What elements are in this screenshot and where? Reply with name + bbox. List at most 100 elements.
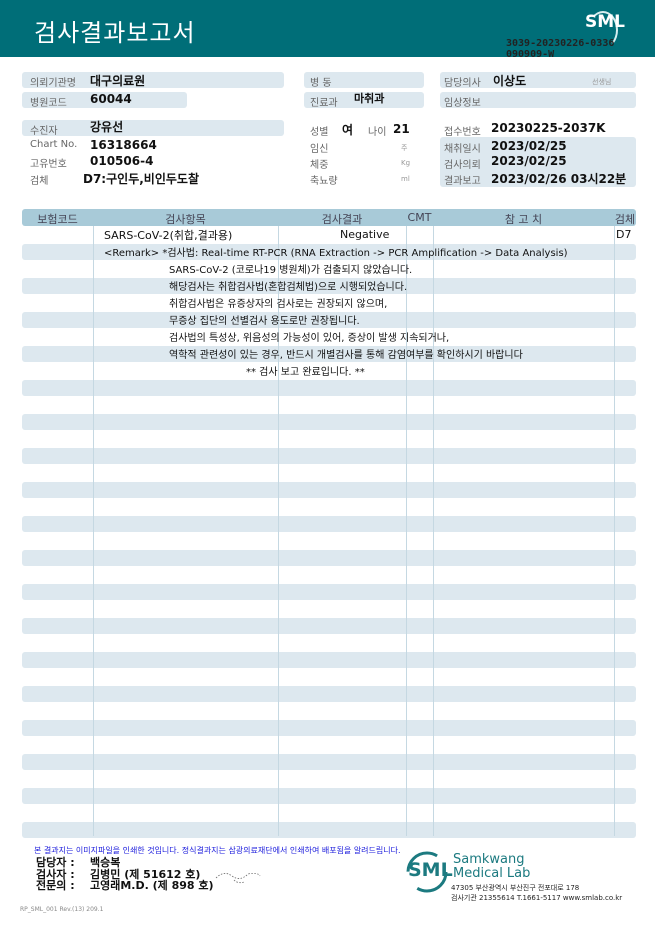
lab-name: Samkwang: [453, 852, 525, 867]
remark-line: 무증상 집단의 선별검사 용도로만 권장됩니다.: [169, 316, 360, 327]
table-row-stripe: [22, 788, 636, 804]
col-reference: 참 고 치: [504, 213, 543, 226]
lab-contact: 검사기관 21355614 T.1661-5117 www.smlab.co.k…: [451, 894, 623, 902]
age-label: 나이: [368, 127, 387, 138]
lab-name-2: Medical Lab: [453, 866, 531, 881]
test-result: Negative: [340, 228, 390, 241]
patient-label: 수진자: [30, 126, 58, 137]
table-row-stripe: [22, 448, 636, 464]
divider: [433, 226, 434, 836]
department-row: [304, 92, 424, 108]
manager-value: 백승복: [90, 856, 121, 869]
weight-label: 체중: [310, 160, 329, 171]
remark-line: SARS-CoV-2 (코로나19 병원체)가 검출되지 않았습니다.: [169, 265, 413, 276]
patient-row: [22, 120, 284, 136]
sml-logo-circle-icon: [406, 851, 448, 893]
table-row-stripe: [22, 618, 636, 634]
remark-line: 해당검사는 취합검사법(혼합검체법)으로 시행되었습니다.: [169, 282, 408, 293]
table-row-stripe: [22, 584, 636, 600]
table-row-stripe: [22, 720, 636, 736]
table-row-stripe: [22, 550, 636, 566]
hospital-code-label: 병원코드: [30, 98, 67, 109]
sml-logo-arc-icon: [588, 11, 618, 49]
manager-label: 담당자 :: [36, 856, 75, 869]
remark-line: 검사법의 특성상, 위음성의 가능성이 있어, 증상이 발생 지속되거나,: [169, 333, 450, 344]
sex-value: 여: [342, 123, 354, 137]
ward-label: 병 동: [310, 78, 332, 89]
specimen-value: D7:구인두,비인두도찰: [83, 172, 199, 186]
hospital-code-value: 60044: [90, 92, 132, 106]
signature-icon: [215, 872, 261, 884]
divider: [278, 226, 279, 836]
remark-line: 취합검사법은 유증상자의 검사로는 권장되지 않으며,: [169, 299, 388, 310]
receipt-label: 접수번호: [444, 127, 481, 138]
divider: [406, 226, 407, 836]
col-test-item: 검사항목: [165, 213, 206, 226]
tester-value: 김병민 (제 51612 호): [90, 868, 201, 881]
table-row-stripe: [22, 312, 636, 328]
chart-value: 16318664: [90, 138, 157, 152]
table-row-stripe: [22, 346, 636, 362]
table-row-stripe: [22, 244, 636, 260]
id-value: 010506-4: [90, 154, 154, 168]
clinical-info-label: 임상정보: [444, 98, 481, 109]
age-value: 21: [393, 122, 410, 136]
clinical-info-row: [440, 92, 636, 108]
urine-label: 축뇨량: [310, 176, 338, 187]
requested-label: 검사의뢰: [444, 160, 481, 171]
table-row-stripe: [22, 380, 636, 396]
table-row-stripe: [22, 686, 636, 702]
urine-unit: ml: [401, 175, 410, 183]
col-specimen: 검체: [614, 213, 636, 226]
pregnancy-label: 임신: [310, 144, 329, 155]
doctor-row: [440, 72, 636, 88]
collected-label: 채취일시: [444, 144, 481, 155]
department-value: 마취과: [354, 92, 385, 105]
table-row-stripe: [22, 414, 636, 430]
id-label: 고유번호: [30, 159, 67, 170]
sex-label: 성별: [310, 127, 329, 138]
specialist-label: 전문의 :: [36, 879, 75, 892]
pregnancy-unit: 주: [401, 144, 408, 152]
col-cmt: CMT: [407, 211, 432, 224]
remark-method: <Remark> *검사법: Real-time RT-PCR (RNA Ext…: [104, 248, 568, 259]
requested-value: 2023/02/25: [491, 154, 567, 168]
institution-label: 의뢰기관명: [30, 78, 76, 89]
reported-label: 결과보고: [444, 176, 481, 187]
table-row-stripe: [22, 754, 636, 770]
doctor-suffix: 선생님: [592, 78, 612, 86]
lab-logo: SML: [408, 859, 453, 881]
remark-line: 역학적 관련성이 있는 경우, 반드시 개별검사를 통해 감염여부를 확인하시기…: [169, 350, 523, 361]
report-complete-note: ** 검사 보고 완료입니다. **: [246, 367, 365, 378]
lab-address: 47305 부산광역시 부산진구 전포대로 178: [451, 884, 580, 892]
test-name: SARS-CoV-2(취합,결과용): [104, 229, 233, 242]
col-insurance-code: 보험코드: [37, 213, 78, 226]
weight-unit: Kg: [401, 159, 411, 167]
reported-value: 2023/02/26 03시22분: [491, 172, 627, 186]
divider: [93, 226, 94, 836]
table-row-stripe: [22, 652, 636, 668]
institution-row: [22, 72, 284, 88]
patient-value: 강유선: [90, 120, 124, 134]
table-row-stripe: [22, 278, 636, 294]
hospital-code-row: [22, 92, 187, 108]
ward-row: [304, 72, 424, 88]
table-row-stripe: [22, 516, 636, 532]
specimen-label: 검체: [30, 176, 49, 187]
test-specimen: D7: [616, 228, 632, 241]
form-code: RP_SML_001 Rev.(13) 209.1: [20, 906, 104, 913]
table-header: 보험코드 검사항목 검사결과 CMT 참 고 치 검체: [22, 209, 636, 226]
header-bar: [0, 0, 655, 57]
receipt-value: 20230225-2037K: [491, 121, 606, 135]
doctor-value: 이상도: [493, 74, 527, 88]
dates-block: [440, 137, 636, 187]
page-title: 검사결과보고서: [34, 19, 196, 47]
table-row-stripe: [22, 482, 636, 498]
notice-text: 본 결과지는 이미지파일을 인쇄한 것입니다. 정식결과지는 삼광의료재단에서 …: [34, 846, 401, 855]
col-result: 검사결과: [321, 213, 363, 226]
specialist-value: 고영래M.D. (제 898 호): [90, 879, 214, 892]
tester-label: 검사자 :: [36, 868, 75, 881]
sml-logo: SML: [585, 12, 625, 32]
doctor-label: 담당의사: [444, 78, 481, 89]
divider: [614, 226, 615, 836]
